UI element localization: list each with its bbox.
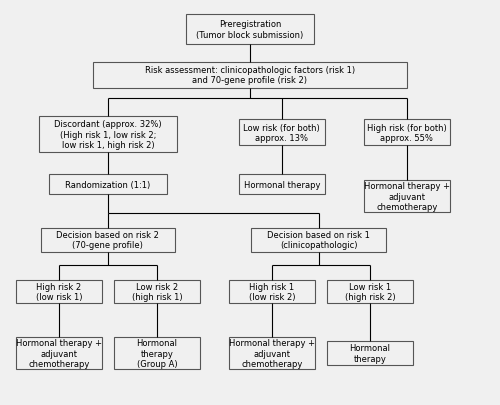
FancyBboxPatch shape <box>364 181 450 212</box>
Text: Randomization (1:1): Randomization (1:1) <box>66 180 150 189</box>
FancyBboxPatch shape <box>16 337 102 369</box>
Text: Risk assessment: clinicopathologic factors (risk 1)
and 70-gene profile (risk 2): Risk assessment: clinicopathologic facto… <box>145 66 355 85</box>
Text: High risk (for both)
approx. 55%: High risk (for both) approx. 55% <box>367 124 446 143</box>
Text: High risk 2
(low risk 1): High risk 2 (low risk 1) <box>36 282 82 301</box>
Text: Decision based on risk 2
(70-gene profile): Decision based on risk 2 (70-gene profil… <box>56 230 160 250</box>
Text: Preregistration
(Tumor block submission): Preregistration (Tumor block submission) <box>196 20 304 40</box>
FancyBboxPatch shape <box>114 280 200 304</box>
Text: Low risk 2
(high risk 1): Low risk 2 (high risk 1) <box>132 282 182 301</box>
FancyBboxPatch shape <box>327 341 413 365</box>
FancyBboxPatch shape <box>49 175 166 194</box>
FancyBboxPatch shape <box>239 120 324 146</box>
Text: Hormonal therapy +
adjuvant
chemotherapy: Hormonal therapy + adjuvant chemotherapy <box>16 339 102 368</box>
Text: Low risk (for both)
approx. 13%: Low risk (for both) approx. 13% <box>244 124 320 143</box>
Text: Hormonal therapy +
adjuvant
chemotherapy: Hormonal therapy + adjuvant chemotherapy <box>364 182 450 211</box>
Text: Low risk 1
(high risk 2): Low risk 1 (high risk 2) <box>344 282 396 301</box>
FancyBboxPatch shape <box>93 63 407 88</box>
Text: Hormonal therapy +
adjuvant
chemotherapy: Hormonal therapy + adjuvant chemotherapy <box>229 339 315 368</box>
FancyBboxPatch shape <box>229 280 315 304</box>
FancyBboxPatch shape <box>16 280 102 304</box>
FancyBboxPatch shape <box>186 15 314 45</box>
Text: Hormonal
therapy: Hormonal therapy <box>350 344 391 363</box>
FancyBboxPatch shape <box>40 117 176 153</box>
FancyBboxPatch shape <box>364 120 450 146</box>
FancyBboxPatch shape <box>114 337 200 369</box>
Text: Hormonal therapy: Hormonal therapy <box>244 180 320 189</box>
Text: High risk 1
(low risk 2): High risk 1 (low risk 2) <box>249 282 296 301</box>
FancyBboxPatch shape <box>251 228 386 252</box>
FancyBboxPatch shape <box>40 228 175 252</box>
Text: Discordant (approx. 32%)
(High risk 1, low risk 2;
low risk 1, high risk 2): Discordant (approx. 32%) (High risk 1, l… <box>54 120 162 150</box>
Text: Decision based on risk 1
(clinicopathologic): Decision based on risk 1 (clinicopatholo… <box>267 230 370 250</box>
FancyBboxPatch shape <box>229 337 315 369</box>
FancyBboxPatch shape <box>239 175 324 194</box>
FancyBboxPatch shape <box>327 280 413 304</box>
Text: Hormonal
therapy
(Group A): Hormonal therapy (Group A) <box>136 339 177 368</box>
